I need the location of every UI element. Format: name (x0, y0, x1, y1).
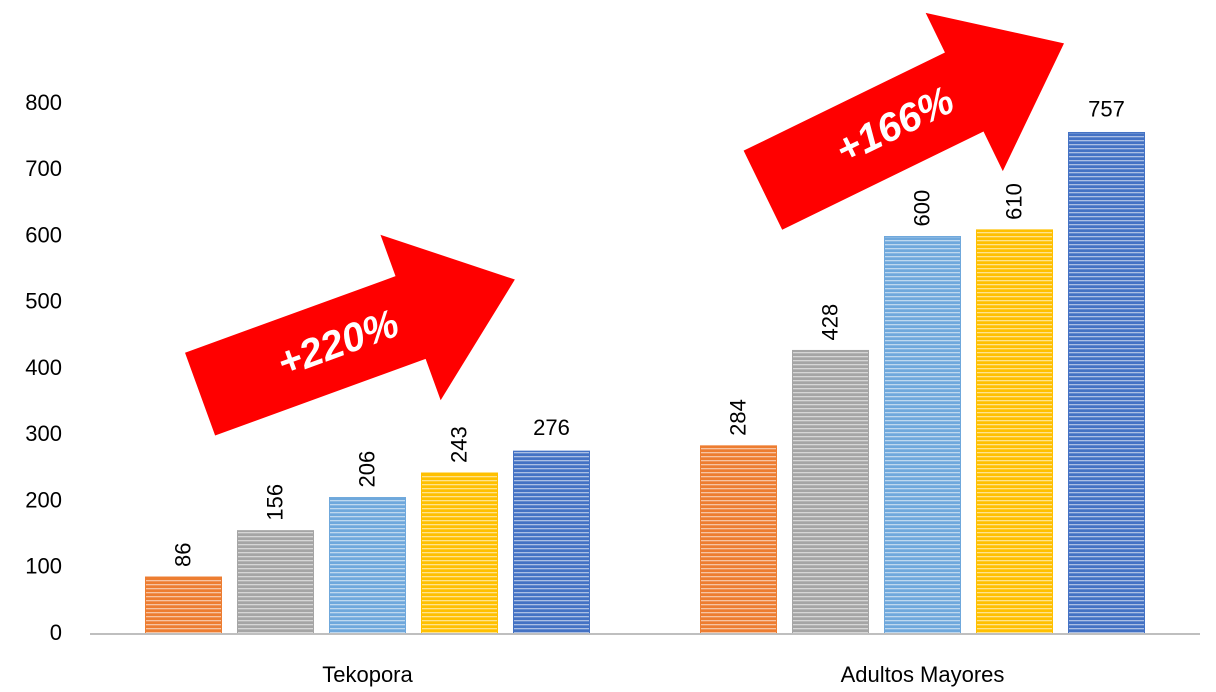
bar (329, 497, 406, 635)
bar (237, 530, 314, 635)
y-tick-label: 0 (50, 620, 62, 645)
data-label: 156 (262, 484, 287, 521)
data-label: 276 (533, 415, 570, 440)
y-tick-label: 200 (25, 487, 62, 512)
growth-arrow: +166% (743, 12, 1064, 230)
bar (700, 445, 777, 635)
x-tick-label: Adultos Mayores (841, 662, 1005, 687)
data-label: 757 (1088, 96, 1125, 121)
growth-arrow: +220% (185, 234, 515, 436)
x-tick-label: Tekopora (322, 662, 413, 687)
bar (145, 576, 222, 635)
bar (976, 229, 1053, 635)
data-label: 610 (1001, 183, 1026, 220)
bar (421, 472, 498, 635)
bars (145, 131, 1145, 635)
y-tick-label: 300 (25, 421, 62, 446)
y-tick-label: 400 (25, 355, 62, 380)
data-label: 206 (354, 451, 379, 488)
data-label: 428 (817, 304, 842, 341)
data-label: 284 (725, 399, 750, 436)
arrow-shape (185, 234, 515, 436)
data-label: 600 (909, 190, 934, 227)
bar (513, 450, 590, 635)
y-tick-label: 700 (25, 156, 62, 181)
bar (1068, 131, 1145, 635)
y-tick-label: 100 (25, 554, 62, 579)
bar (884, 236, 961, 635)
y-tick-label: 500 (25, 289, 62, 314)
data-label: 243 (446, 426, 471, 463)
y-tick-label: 600 (25, 222, 62, 247)
bar (792, 349, 869, 635)
y-tick-label: 800 (25, 90, 62, 115)
arrow-shape (743, 12, 1064, 230)
data-label: 86 (170, 543, 195, 567)
